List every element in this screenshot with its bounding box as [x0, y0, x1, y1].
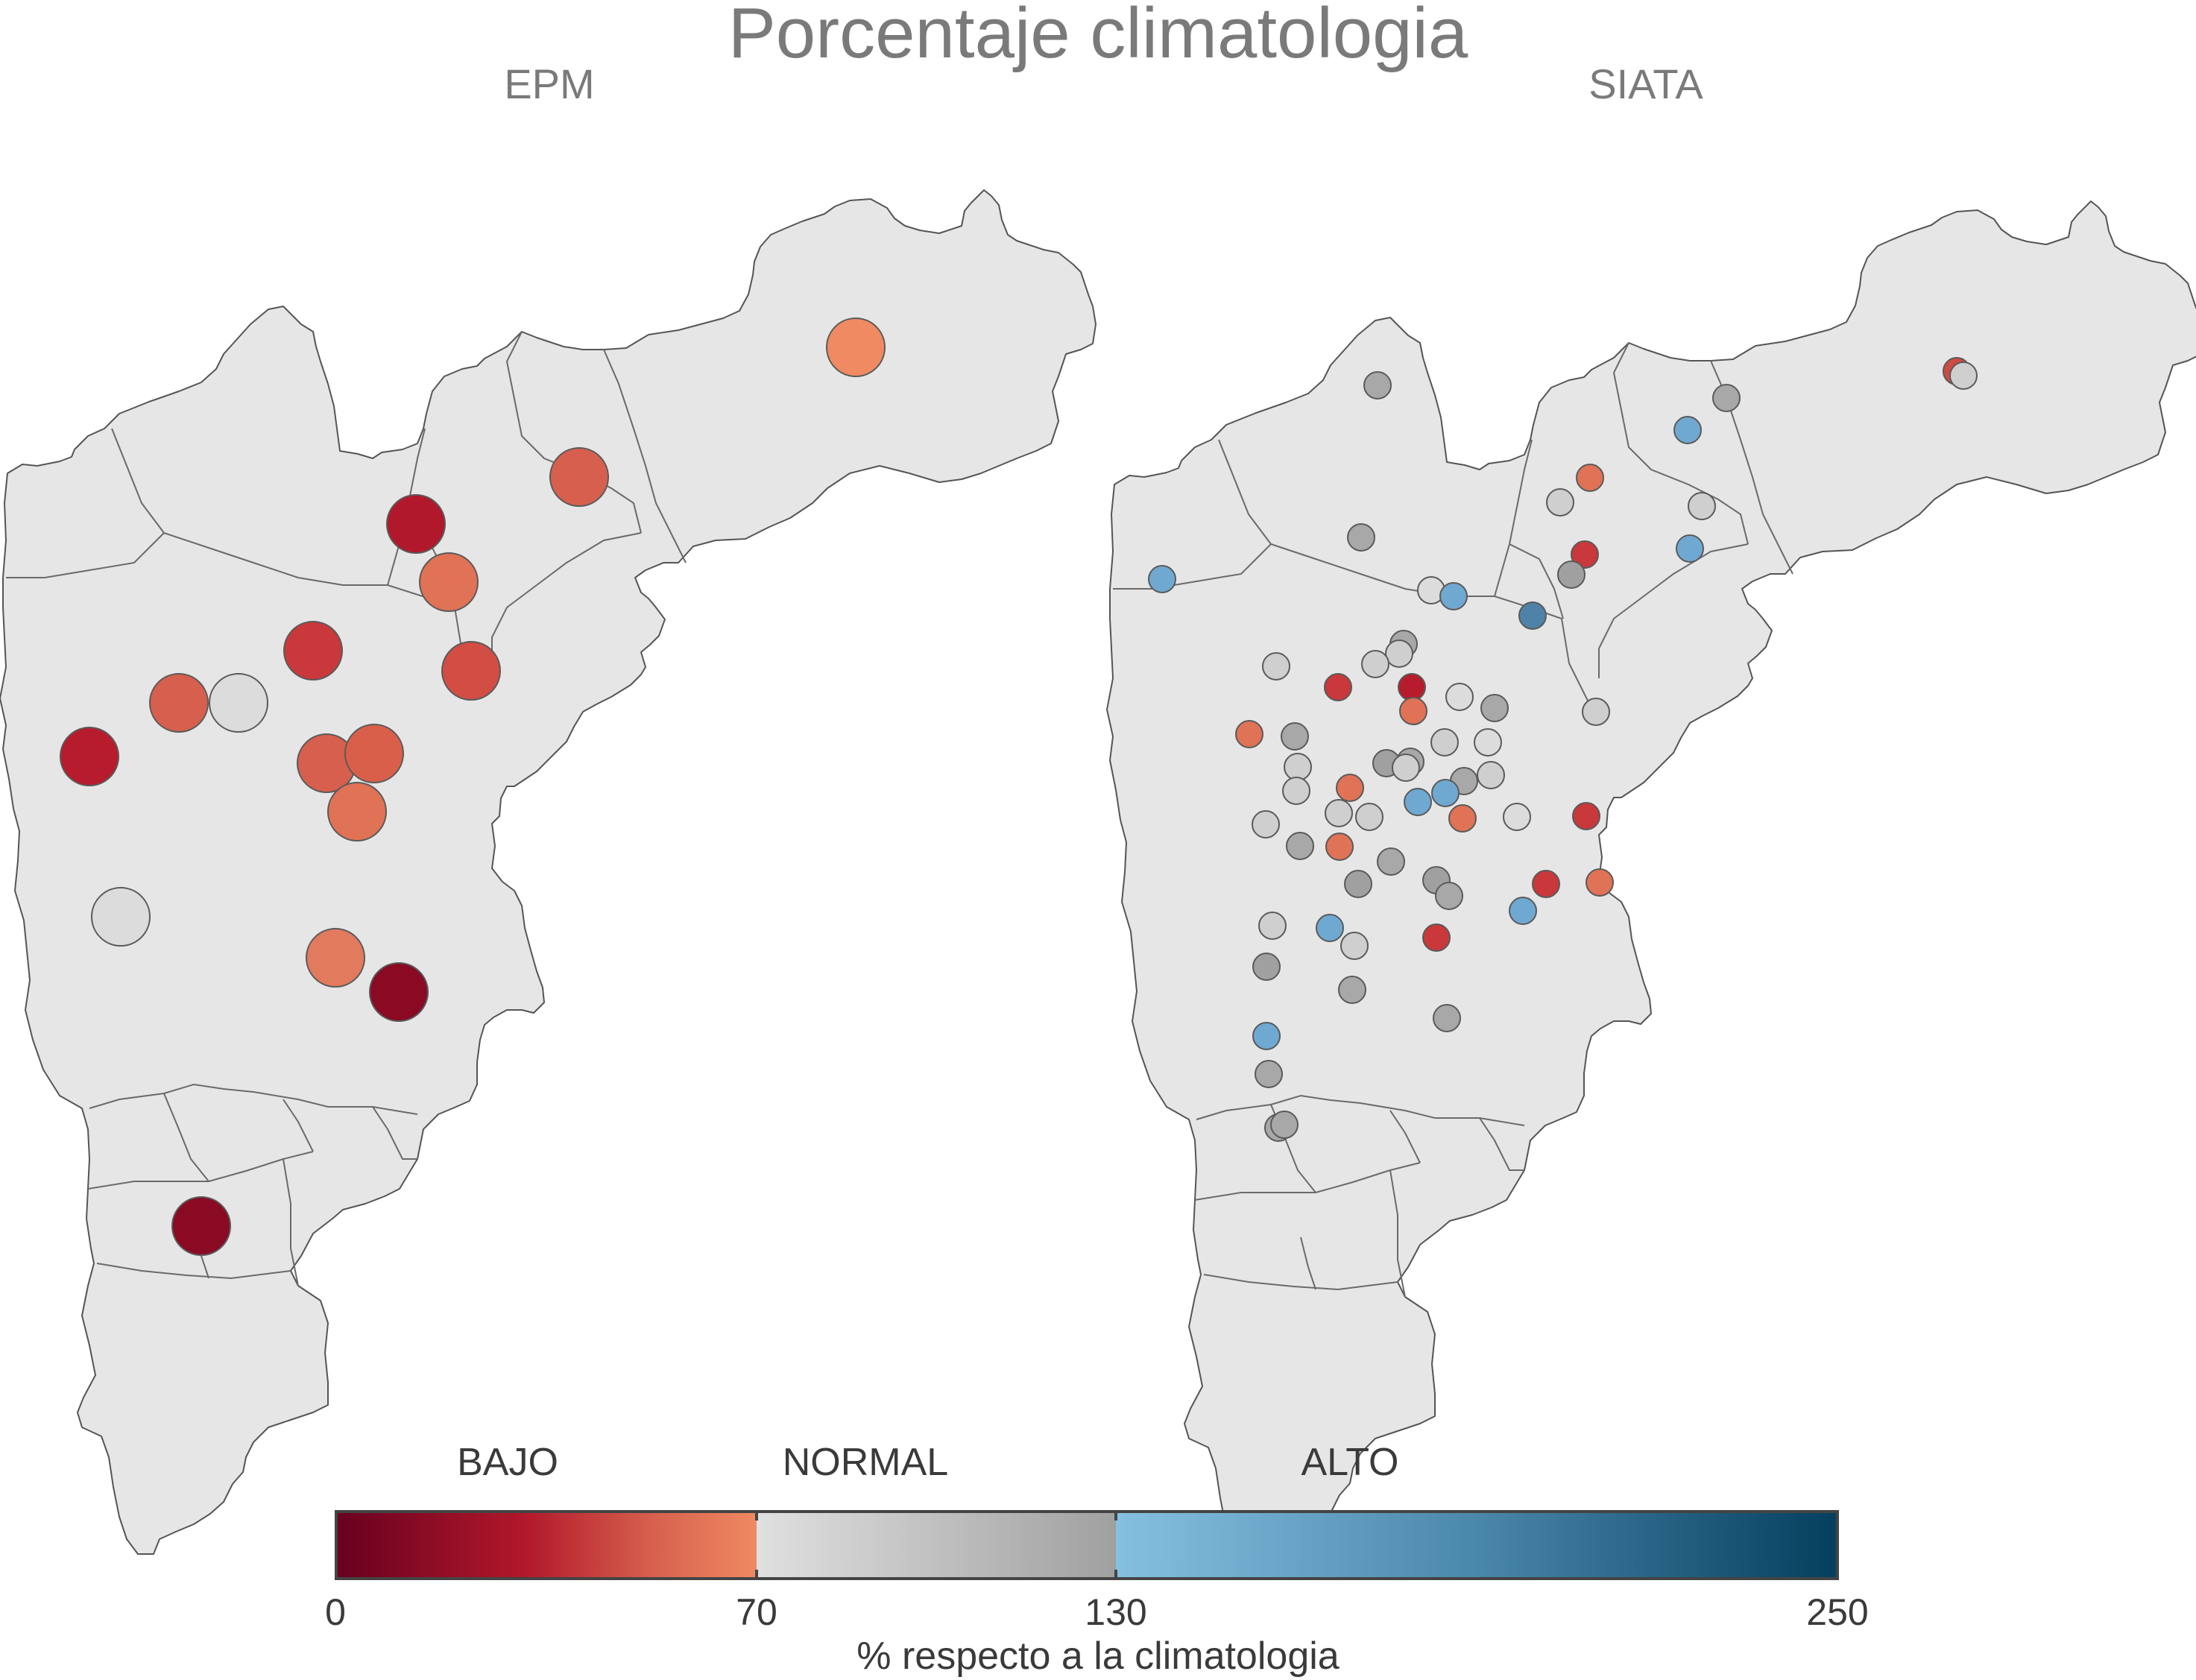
- colorbar-normal-segment: [757, 1512, 1116, 1579]
- station-marker: [1546, 488, 1574, 517]
- station-marker: [1503, 803, 1531, 831]
- station-marker: [209, 673, 268, 733]
- station-marker: [1340, 932, 1369, 960]
- station-marker: [1281, 722, 1309, 751]
- map-siata: [1106, 200, 2196, 1566]
- station-marker: [1325, 833, 1354, 861]
- station-marker: [1431, 779, 1460, 807]
- legend-category-normal: NORMAL: [782, 1441, 949, 1484]
- station-marker: [306, 928, 365, 988]
- station-marker: [1324, 673, 1352, 701]
- station-marker: [1477, 761, 1505, 789]
- colorbar-tick-label-130: 130: [1085, 1591, 1147, 1633]
- station-marker: [1557, 560, 1586, 589]
- station-marker: [1445, 683, 1474, 711]
- station-marker: [1286, 832, 1314, 860]
- station-marker: [1377, 847, 1405, 876]
- station-marker: [1576, 464, 1604, 492]
- colorbar-title: % respecto a la climatologia: [856, 1635, 1340, 1678]
- station-marker: [1252, 1022, 1281, 1050]
- station-marker: [1439, 582, 1468, 610]
- station-marker: [1347, 523, 1375, 552]
- station-marker: [149, 673, 209, 733]
- station-marker: [1355, 803, 1383, 831]
- station-marker: [1448, 804, 1477, 833]
- station-marker: [1338, 976, 1366, 1004]
- station-marker: [1316, 914, 1344, 942]
- station-marker: [60, 727, 119, 786]
- station-marker: [1474, 728, 1502, 757]
- station-marker: [344, 724, 404, 783]
- station-marker: [1532, 870, 1560, 898]
- station-marker: [1518, 601, 1547, 630]
- station-marker: [441, 641, 501, 701]
- station-marker: [1712, 384, 1741, 412]
- station-marker: [1676, 534, 1704, 563]
- stations-epm: [60, 318, 886, 1256]
- panel-title-siata: SIATA: [1588, 60, 1703, 107]
- station-marker: [1509, 897, 1537, 925]
- station-marker: [1255, 1060, 1283, 1088]
- station-marker: [1284, 753, 1312, 781]
- station-marker: [1148, 565, 1176, 593]
- station-marker: [1399, 697, 1427, 725]
- colorbar-tick-label-250: 250: [1806, 1591, 1869, 1633]
- station-marker: [1336, 774, 1364, 802]
- colorbar-tick-label-0: 0: [325, 1591, 346, 1633]
- station-marker: [1422, 923, 1451, 952]
- station-marker: [1325, 799, 1353, 827]
- station-marker: [549, 447, 609, 507]
- colorbar-frame: [335, 1510, 1839, 1580]
- station-marker: [1258, 912, 1287, 940]
- station-marker: [1480, 694, 1509, 722]
- station-marker: [1688, 492, 1716, 520]
- stations-siata: [1148, 357, 1978, 1142]
- station-marker: [1262, 652, 1290, 680]
- station-marker: [283, 621, 343, 680]
- station-marker: [369, 962, 429, 1022]
- station-marker: [1361, 650, 1389, 678]
- station-marker: [1430, 728, 1459, 757]
- colorbar-bajo-segment: [336, 1512, 757, 1579]
- figure-title: Porcentaje climatologia: [728, 0, 1468, 73]
- station-marker: [419, 552, 479, 612]
- station-marker: [1363, 371, 1392, 400]
- station-marker: [91, 887, 151, 947]
- station-marker: [1582, 698, 1610, 726]
- colorbar-tick-label-70: 70: [736, 1591, 777, 1633]
- basin-outline-siata: [1106, 200, 2196, 1566]
- station-marker: [1344, 870, 1372, 898]
- legend-category-bajo: BAJO: [457, 1441, 558, 1484]
- station-marker: [1435, 882, 1463, 910]
- station-marker: [171, 1196, 231, 1256]
- map-epm: [0, 189, 1097, 1555]
- station-marker: [1433, 1004, 1461, 1032]
- station-marker: [1398, 673, 1426, 701]
- station-marker: [1282, 777, 1310, 805]
- panel-title-epm: EPM: [504, 60, 595, 107]
- station-marker: [826, 318, 886, 377]
- station-marker: [1571, 540, 1599, 569]
- station-marker: [1392, 754, 1420, 782]
- station-marker: [1586, 868, 1614, 897]
- station-marker: [1673, 416, 1702, 444]
- station-marker: [1949, 361, 1978, 390]
- station-marker: [1252, 810, 1280, 839]
- legend-category-alto: ALTO: [1301, 1441, 1399, 1484]
- station-marker: [386, 494, 446, 554]
- station-marker: [1270, 1111, 1299, 1139]
- colorbar: [335, 1510, 1839, 1580]
- station-marker: [327, 782, 387, 841]
- colorbar-alto-segment: [1116, 1512, 1837, 1579]
- station-marker: [1572, 802, 1600, 830]
- station-marker: [1252, 953, 1281, 981]
- station-marker: [1235, 720, 1263, 748]
- station-marker: [1404, 788, 1432, 816]
- basin-outline-epm: [0, 189, 1097, 1555]
- station-marker: [1385, 640, 1413, 668]
